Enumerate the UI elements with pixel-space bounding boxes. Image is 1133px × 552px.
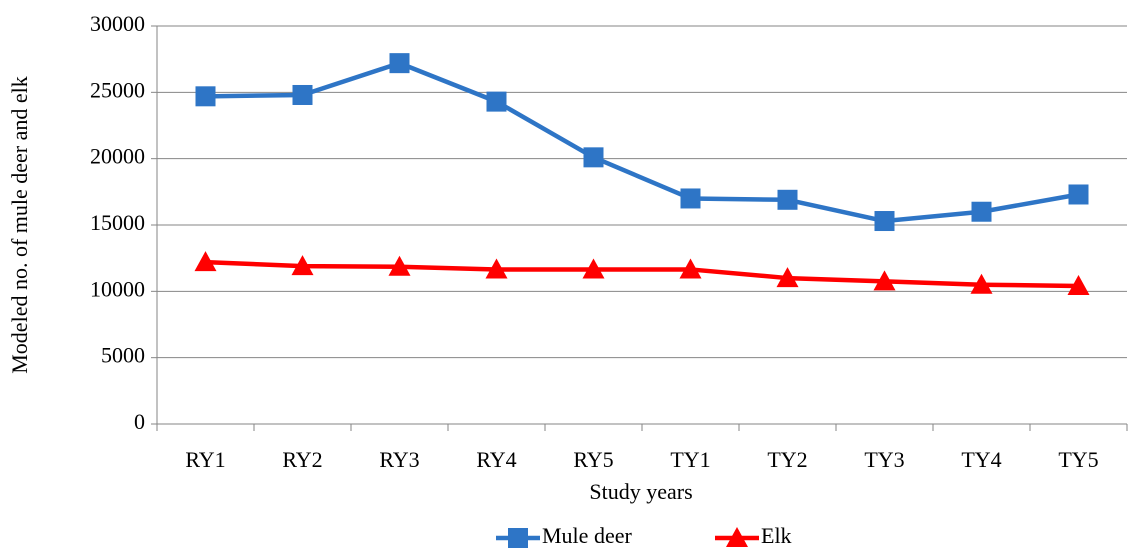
data-point [583, 147, 604, 168]
legend-marker [508, 528, 528, 548]
y-tick-label: 0 [134, 409, 145, 434]
data-point [292, 84, 313, 105]
data-point [582, 258, 605, 279]
x-tick-label: RY4 [476, 447, 516, 472]
data-point [485, 258, 508, 279]
y-tick-label: 30000 [90, 11, 145, 36]
y-tick-label: 25000 [90, 77, 145, 102]
data-point [389, 53, 410, 74]
y-tick-label: 5000 [101, 343, 145, 368]
data-point [874, 211, 895, 232]
x-tick-label: TY4 [961, 447, 1001, 472]
data-point [777, 189, 798, 210]
x-tick-label: RY1 [185, 447, 225, 472]
legend-label: Mule deer [542, 523, 632, 548]
data-point [873, 270, 896, 291]
data-point [291, 255, 314, 276]
data-point [679, 258, 702, 279]
x-tick-label: TY1 [670, 447, 710, 472]
series-line [205, 259, 1079, 289]
data-point [970, 273, 993, 294]
x-tick-label: TY2 [767, 447, 807, 472]
x-tick-label: RY2 [282, 447, 322, 472]
x-tick-label: RY3 [379, 447, 419, 472]
data-point [195, 86, 216, 107]
data-point [776, 267, 799, 288]
x-tick-label: RY5 [573, 447, 613, 472]
y-tick-label: 15000 [90, 210, 145, 235]
data-point [1068, 184, 1089, 205]
y-tick-label: 10000 [90, 276, 145, 301]
data-point [388, 255, 411, 276]
data-point [1067, 275, 1090, 296]
data-point [971, 201, 992, 222]
data-point [486, 91, 507, 112]
legend-label: Elk [761, 523, 792, 548]
data-point [194, 251, 217, 272]
series-line [205, 60, 1079, 224]
y-tick-label: 20000 [90, 144, 145, 169]
data-point [680, 188, 701, 209]
x-tick-label: TY3 [864, 447, 904, 472]
y-axis-label: Modeled no. of mule deer and elk [7, 76, 32, 374]
x-tick-label: TY5 [1058, 447, 1098, 472]
legend-marker [726, 527, 748, 547]
x-axis-label: Study years [589, 479, 692, 504]
